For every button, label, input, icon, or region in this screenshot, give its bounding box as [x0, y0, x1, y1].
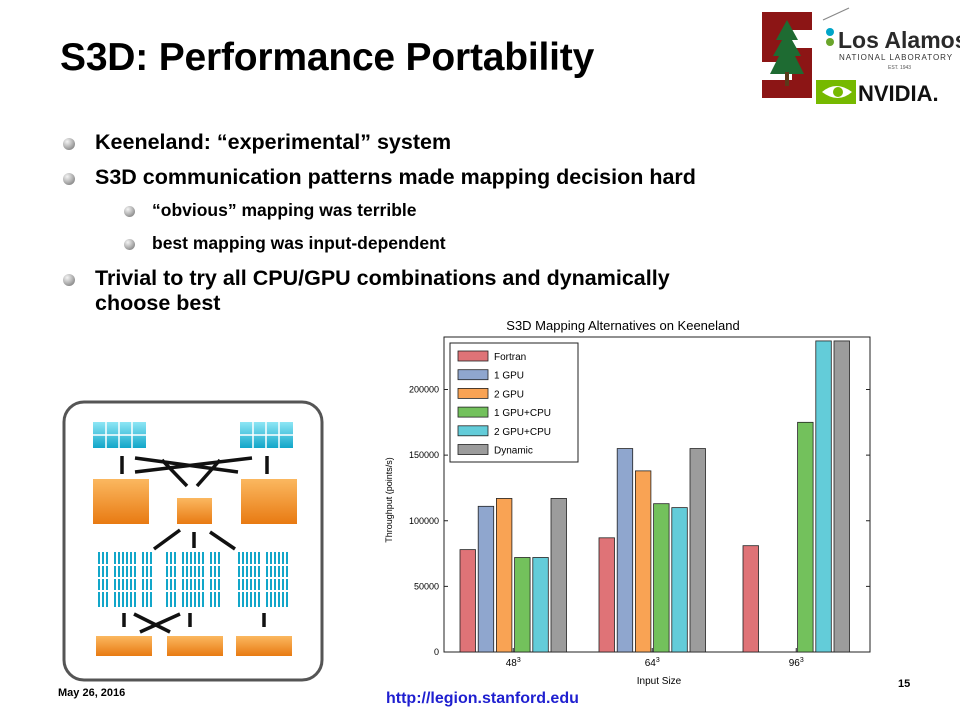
plot-area: 0 50000 100000 150000 200000 483 643 963 Fortran… — [409, 336, 871, 669]
memory-block — [96, 636, 152, 656]
legend-swatch — [457, 350, 489, 362]
page-number: 15 — [898, 678, 911, 690]
bullet-icon — [63, 173, 75, 185]
bar — [477, 505, 495, 653]
bullet-list: Keeneland: “experimental” system S3D com… — [60, 130, 840, 326]
chart-title: S3D Mapping Alternatives on Keeneland — [506, 318, 739, 333]
sub-bullet-text: “obvious” mapping was terrible — [152, 200, 417, 220]
bullet-item: Keeneland: “experimental” system — [60, 130, 840, 155]
bar — [833, 340, 850, 653]
los-alamos-line2: NATIONAL LABORATORY — [839, 53, 953, 62]
legend-swatch — [457, 369, 489, 381]
bullet-icon — [63, 274, 75, 286]
bar — [689, 448, 706, 653]
bar — [634, 470, 652, 653]
y-tick-label: 200000 — [409, 385, 439, 395]
memory-block — [167, 636, 223, 656]
bar — [598, 537, 615, 653]
bar — [671, 507, 688, 653]
bar — [496, 498, 513, 653]
bar — [550, 498, 567, 653]
nvidia-logo: NVIDIA. — [816, 80, 939, 106]
memory-block — [236, 636, 292, 656]
gpu-block — [93, 479, 149, 524]
sub-bullet-item: “obvious” mapping was terrible — [60, 200, 840, 221]
slide-date: May 26, 2016 — [58, 687, 126, 699]
legend-label: 2 GPU — [494, 389, 524, 400]
x-tick-label: 483 — [506, 657, 521, 669]
footer-link[interactable]: http://legion.stanford.edu — [386, 690, 579, 707]
bar — [532, 557, 549, 653]
gpu-block — [241, 479, 297, 524]
stanford-tree-logo — [762, 12, 812, 98]
y-tick-label: 150000 — [409, 450, 439, 460]
bar — [514, 557, 531, 653]
throughput-bar-chart: S3D Mapping Alternatives on Keeneland In… — [384, 318, 871, 687]
x-tick-label: 963 — [789, 657, 804, 669]
los-alamos-name: Los Alamos — [838, 27, 960, 53]
bullet-text: Keeneland: “experimental” system — [95, 130, 452, 154]
bar — [653, 503, 670, 653]
bar — [459, 549, 476, 653]
cpu-core-cluster — [98, 552, 290, 607]
legend-swatch — [457, 444, 489, 455]
bar — [742, 545, 759, 653]
bar — [815, 340, 832, 653]
bullet-item: Trivial to try all CPU/GPU combinations … — [60, 266, 840, 316]
bullet-icon — [124, 206, 135, 217]
legend-label: 2 GPU+CPU — [494, 427, 551, 438]
bullet-text-continued: choose best — [95, 291, 221, 315]
y-tick-label: 50000 — [414, 581, 439, 591]
legend-label: Dynamic — [494, 446, 533, 457]
x-axis-label: Input Size — [637, 676, 682, 687]
bullet-icon — [124, 239, 135, 250]
legend-swatch — [457, 388, 489, 399]
bar — [797, 421, 814, 653]
nvidia-wordmark: NVIDIA. — [858, 81, 939, 106]
bullet-text: Trivial to try all CPU/GPU combinations … — [95, 266, 670, 290]
legend-swatch — [457, 406, 489, 418]
legend-label: 1 GPU — [494, 371, 524, 382]
sub-bullet-item: best mapping was input-dependent — [60, 233, 840, 254]
slide-title: S3D: Performance Portability — [60, 36, 595, 79]
legend-swatch — [457, 425, 489, 437]
los-alamos-logo: Los Alamos NATIONAL LABORATORY EST. 1943 — [822, 7, 960, 71]
legend-label: 1 GPU+CPU — [494, 408, 551, 419]
los-alamos-line3: EST. 1943 — [888, 65, 911, 71]
machine-topology-diagram — [62, 400, 324, 682]
sub-bullet-text: best mapping was input-dependent — [152, 233, 446, 253]
bullet-icon — [63, 138, 75, 150]
x-tick-label: 643 — [645, 657, 660, 669]
logo-area: Los Alamos NATIONAL LABORATORY EST. 1943… — [762, 7, 960, 106]
legend-label: Fortran — [494, 352, 526, 363]
y-tick-label: 0 — [434, 647, 439, 657]
y-axis-label: Throughput (points/s) — [384, 457, 394, 543]
bar — [616, 448, 634, 653]
legend-box — [449, 342, 579, 463]
bullet-item: S3D communication patterns made mapping … — [60, 165, 840, 190]
bullet-text: S3D communication patterns made mapping … — [95, 165, 696, 189]
y-tick-label: 100000 — [409, 516, 439, 526]
cpu-block — [177, 498, 212, 524]
